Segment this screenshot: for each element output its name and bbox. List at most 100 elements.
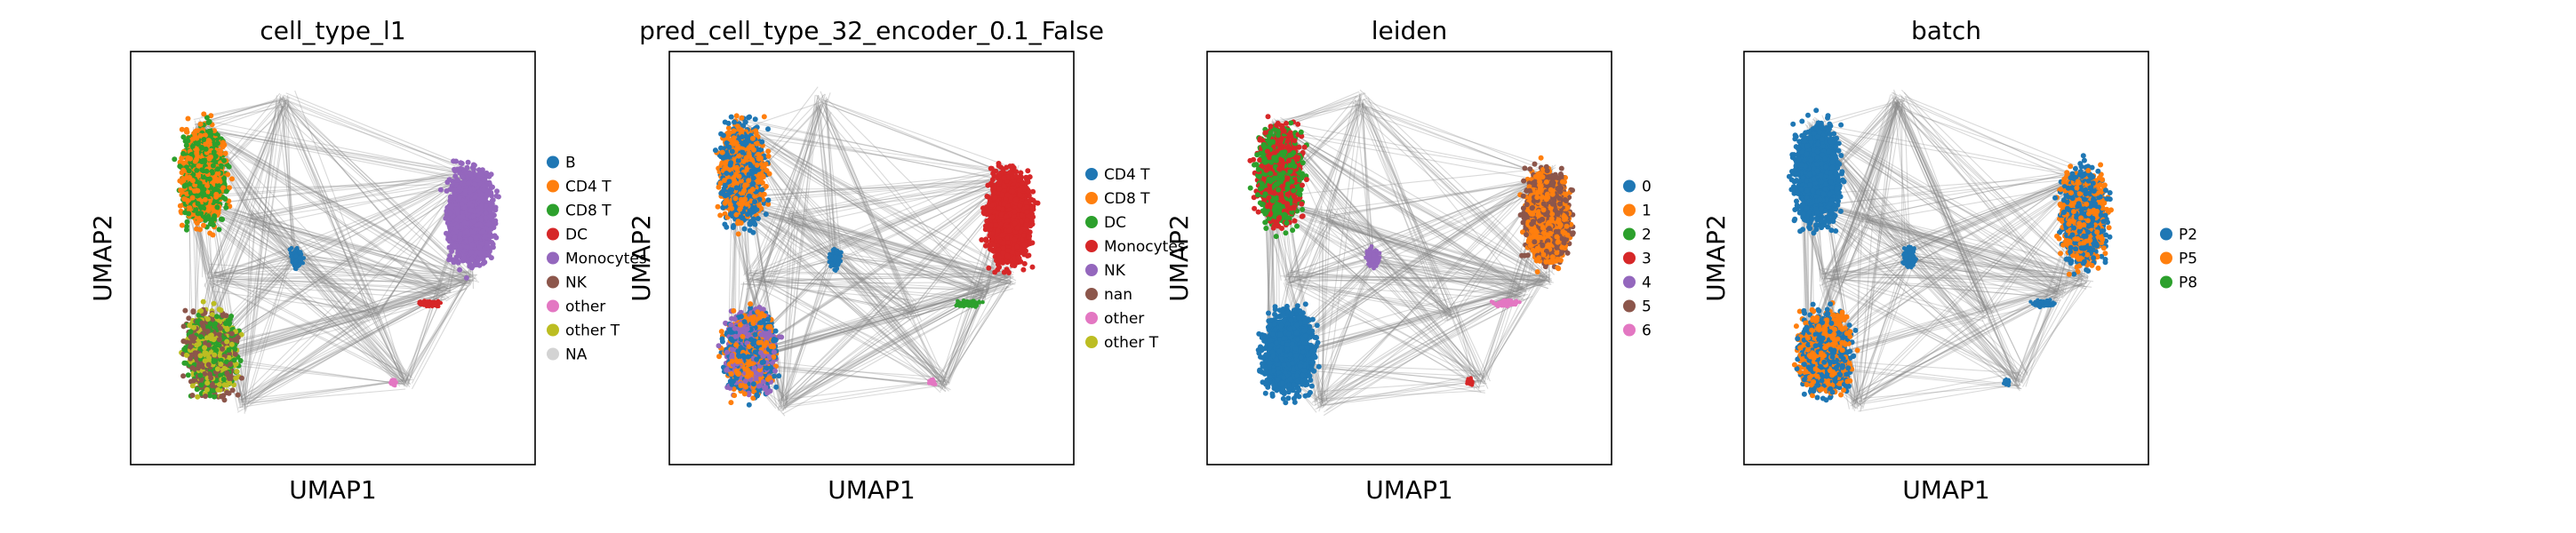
graph-edge — [210, 105, 284, 273]
graph-edge — [201, 124, 470, 282]
cell-point — [211, 359, 217, 365]
graph-edge — [195, 179, 481, 359]
cell-point — [177, 178, 183, 184]
graph-edge — [284, 96, 296, 255]
cell-point — [218, 163, 224, 169]
cell-point — [207, 371, 212, 378]
graph-edge — [212, 264, 291, 276]
cell-point — [203, 146, 209, 152]
graph-edge — [204, 131, 410, 383]
graph-edge — [212, 275, 375, 318]
cell-point — [194, 386, 200, 393]
graph-edge — [245, 217, 372, 309]
graph-edge — [244, 219, 251, 410]
cell-point — [210, 383, 216, 389]
graph-edge — [207, 263, 300, 274]
cell-point — [207, 393, 213, 399]
graph-edge — [370, 288, 442, 319]
cell-point — [197, 334, 204, 340]
cell-point — [214, 314, 220, 320]
cell-point — [190, 378, 196, 384]
graph-edge — [372, 283, 452, 314]
graph-edge — [188, 203, 370, 310]
cell-point — [184, 219, 190, 225]
cell-point — [198, 204, 204, 211]
graph-edge — [252, 210, 439, 290]
cell-point — [196, 362, 202, 369]
graph-edge — [202, 121, 379, 306]
graph-edge — [252, 212, 469, 283]
graph-edge — [371, 311, 406, 386]
cell-point — [210, 222, 216, 228]
cell-point — [208, 332, 214, 338]
cell-point — [198, 145, 204, 151]
cell-point — [181, 346, 188, 353]
graph-edge — [441, 282, 470, 291]
graph-edge — [239, 270, 466, 402]
graph-edge — [300, 257, 473, 283]
graph-edge — [445, 283, 472, 302]
graph-edge — [193, 199, 404, 376]
cell-point — [179, 222, 185, 228]
graph-edge — [206, 96, 284, 275]
graph-edge — [213, 282, 371, 314]
cell-point — [215, 166, 220, 172]
cell-point — [208, 154, 213, 160]
graph-edge — [285, 102, 442, 284]
graph-edge — [439, 282, 468, 292]
graph-edge — [196, 97, 288, 124]
graph-edge — [211, 104, 285, 272]
graph-edge — [241, 378, 405, 406]
cell-point — [215, 171, 221, 176]
graph-edge — [248, 209, 401, 387]
cell-point — [188, 355, 194, 362]
graph-edge — [212, 246, 298, 274]
cell-point — [201, 137, 207, 142]
graph-edge — [286, 98, 404, 384]
graph-edge — [200, 125, 468, 287]
cell-point — [210, 387, 216, 394]
graph-edge — [372, 305, 409, 381]
graph-edge — [220, 282, 440, 300]
graph-edge — [299, 254, 447, 289]
graph-edge — [214, 253, 294, 279]
cell-point — [189, 383, 196, 389]
graph-edge — [247, 169, 476, 217]
graph-edge — [244, 95, 278, 414]
graph-edge — [216, 275, 405, 375]
graph-edge — [287, 105, 448, 290]
graph-edge — [213, 272, 473, 277]
graph-edge — [202, 105, 285, 123]
cell-point — [214, 178, 220, 184]
graph-edge — [207, 277, 450, 290]
cell-point — [204, 386, 210, 393]
graph-edge — [207, 277, 378, 316]
cell-point — [189, 365, 196, 371]
graph-edge — [199, 274, 468, 371]
cell-point — [214, 182, 220, 188]
graph-edge — [251, 214, 470, 278]
graph-edge — [192, 280, 473, 368]
cell-point — [172, 156, 178, 163]
cell-point — [228, 314, 235, 319]
cell-point — [204, 115, 210, 121]
graph-edge — [252, 211, 404, 386]
graph-edge — [196, 202, 472, 282]
cell-point — [182, 360, 188, 366]
graph-edge — [200, 101, 289, 133]
graph-edge — [239, 380, 408, 401]
graph-edge — [279, 109, 401, 377]
cell-point — [197, 132, 204, 139]
cell-point — [192, 131, 198, 138]
graph-edge — [251, 221, 408, 380]
graph-edge — [239, 314, 369, 402]
graph-edge — [198, 277, 477, 361]
graph-edge — [237, 378, 408, 409]
graph-edge — [293, 260, 376, 312]
scatter-area — [172, 90, 501, 414]
cell-point — [226, 346, 232, 353]
graph-edge — [287, 103, 405, 380]
cell-point — [218, 362, 224, 367]
cell-point — [216, 306, 222, 313]
